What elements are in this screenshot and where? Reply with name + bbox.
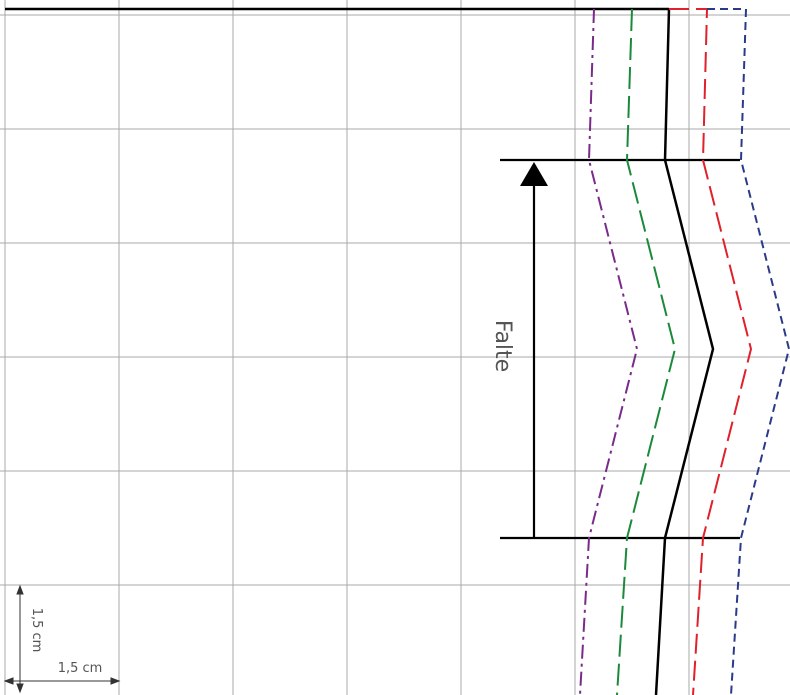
pattern-line-blue-dash (707, 8, 790, 695)
scale-vertical-arrow-bottom (16, 683, 24, 694)
scale-horizontal-arrow-right (110, 677, 121, 685)
scale-vertical (16, 584, 24, 694)
pattern-line-green-dash (616, 8, 677, 695)
fold-arrow-head (520, 162, 548, 186)
scale-horizontal-label: 1,5 cm (58, 661, 103, 676)
scale-vertical-arrow-top (16, 584, 24, 595)
pattern-lines (579, 8, 790, 695)
pattern-line-purple-dashdot (579, 8, 639, 695)
pattern-line-red-dash (669, 8, 753, 695)
scale-horizontal (3, 677, 121, 685)
scale-horizontal-arrow-left (3, 677, 14, 685)
scale-vertical-label: 1,5 cm (29, 608, 44, 653)
fold-label: Falte (490, 320, 515, 372)
pattern-line-black-main (654, 8, 715, 695)
